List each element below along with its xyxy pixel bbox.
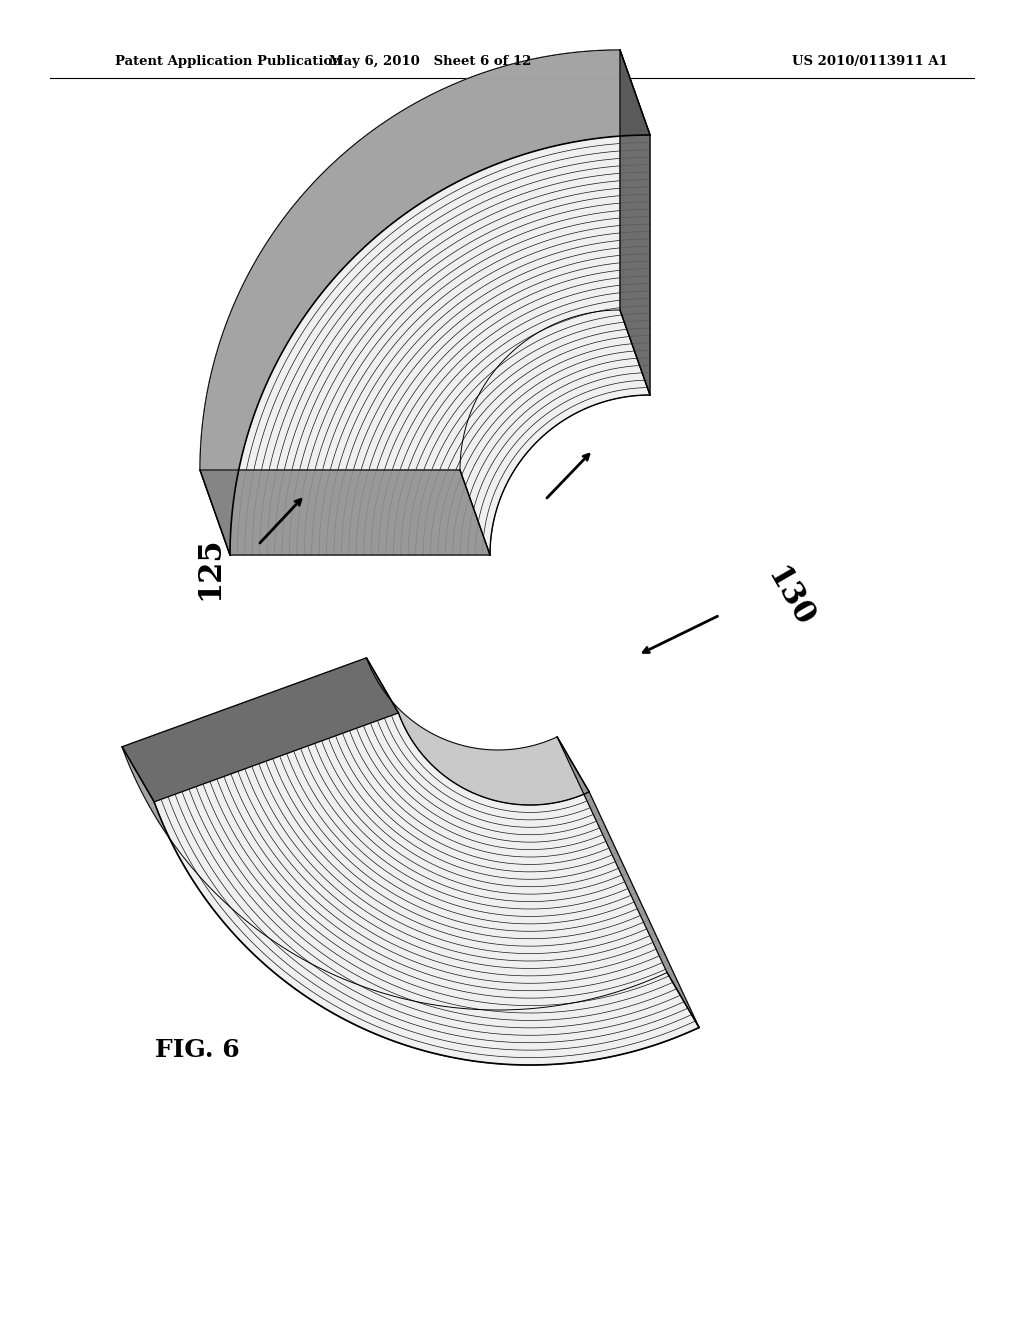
Polygon shape — [122, 657, 398, 801]
Polygon shape — [200, 50, 650, 554]
Polygon shape — [367, 657, 589, 805]
Polygon shape — [557, 737, 699, 1027]
Text: 130: 130 — [760, 562, 818, 632]
Polygon shape — [230, 135, 650, 554]
Text: Patent Application Publication: Patent Application Publication — [115, 55, 342, 69]
Text: May 6, 2010   Sheet 6 of 12: May 6, 2010 Sheet 6 of 12 — [329, 55, 531, 69]
Polygon shape — [200, 470, 490, 554]
Text: FIG. 6: FIG. 6 — [155, 1038, 240, 1063]
Text: 125: 125 — [194, 536, 225, 599]
Text: US 2010/0113911 A1: US 2010/0113911 A1 — [792, 55, 948, 69]
Polygon shape — [200, 50, 620, 470]
Polygon shape — [155, 713, 699, 1065]
Polygon shape — [620, 50, 650, 395]
Polygon shape — [122, 747, 699, 1065]
Polygon shape — [122, 657, 667, 1010]
Polygon shape — [460, 310, 650, 554]
